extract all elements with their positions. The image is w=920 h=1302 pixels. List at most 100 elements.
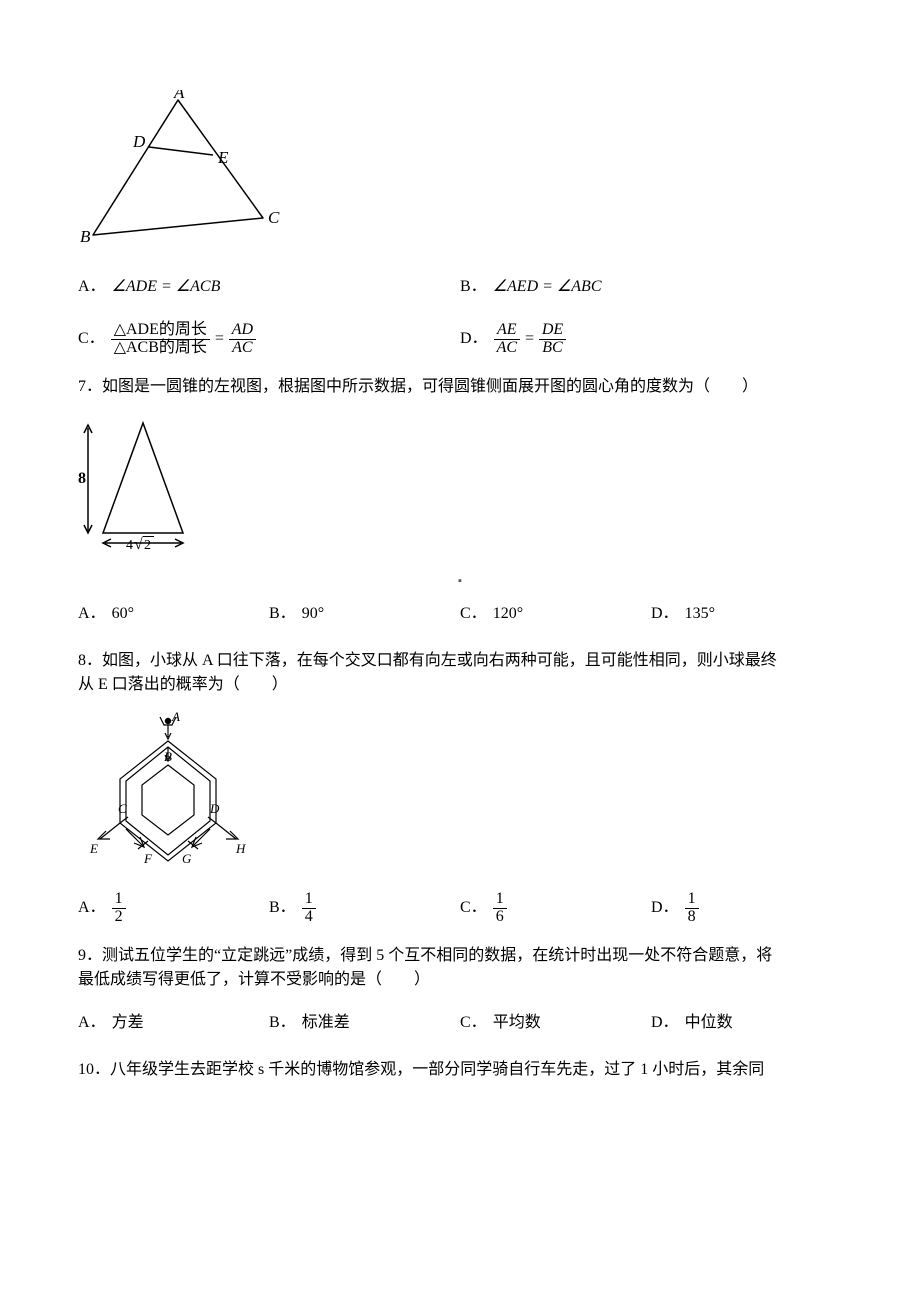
option-content: 120° (493, 602, 523, 626)
den: 4 (302, 908, 316, 926)
option-content: 标准差 (302, 1011, 350, 1035)
label-A: A (171, 711, 180, 724)
cone-left-view-svg: 8 4 √ 2 (78, 413, 208, 553)
q-number: 8． (78, 652, 102, 669)
option-label: A． (78, 1011, 106, 1035)
option-content: 方差 (112, 1011, 144, 1035)
num: DE (539, 322, 566, 339)
q8: 8．如图，小球从 A 口往下落，在每个交叉口都有向左或向右两种可能，且可能性相同… (78, 649, 842, 926)
q-number: 9． (78, 947, 102, 964)
option-content: 135° (685, 602, 715, 626)
fraction-left: AE AC (494, 322, 520, 357)
q6-option-c[interactable]: C． △ADE的周长 △ACB的周长 = AD AC (78, 322, 460, 357)
q7-option-b[interactable]: B． 90° (269, 597, 460, 631)
den: BC (539, 339, 566, 357)
q7-option-d[interactable]: D． 135° (651, 597, 842, 631)
fraction: 1 6 (493, 891, 507, 926)
galton-tree-svg: A B C D E F G H (78, 711, 258, 871)
option-label: B． (269, 896, 296, 920)
label-E: E (217, 148, 229, 167)
num: 1 (112, 891, 126, 908)
triangle-ade-svg: A B C D E (78, 90, 288, 250)
label-G: G (182, 851, 192, 866)
label-B: B (164, 749, 172, 764)
q9: 9．测试五位学生的“立定跳远”成绩，得到 5 个互不相同的数据，在统计时出现一处… (78, 944, 842, 1040)
fraction-left: △ADE的周长 △ACB的周长 (111, 322, 210, 357)
den: 6 (493, 908, 507, 926)
option-label: A． (78, 602, 106, 626)
q10: 10．八年级学生去距学校 s 千米的博物馆参观，一部分同学骑自行车先走，过了 1… (78, 1058, 842, 1082)
option-label: B． (269, 602, 296, 626)
num: 1 (685, 891, 699, 908)
q-body-1: 测试五位学生的“立定跳远”成绩，得到 5 个互不相同的数据，在统计时出现一处不符… (102, 947, 772, 964)
q-number: 7． (78, 378, 102, 395)
label-C: C (118, 801, 127, 816)
fraction-right: AD AC (229, 322, 256, 357)
q8-option-a[interactable]: A． 1 2 (78, 891, 269, 926)
q9-option-b[interactable]: B． 标准差 (269, 1006, 460, 1040)
svg-text:4: 4 (126, 538, 133, 553)
q-body: 八年级学生去距学校 s 千米的博物馆参观，一部分同学骑自行车先走，过了 1 小时… (110, 1061, 764, 1078)
den: AC (229, 339, 256, 357)
q6-option-a[interactable]: A． ∠ADE = ∠ACB (78, 270, 460, 304)
q-body: 如图是一圆锥的左视图，根据图中所示数据，可得圆锥侧面展开图的圆心角的度数为（ ） (102, 378, 758, 395)
q-body-1: 如图，小球从 A 口往下落，在每个交叉口都有向左或向右两种可能，且可能性相同，则… (102, 652, 777, 669)
q7-text: 7．如图是一圆锥的左视图，根据图中所示数据，可得圆锥侧面展开图的圆心角的度数为（… (78, 375, 842, 399)
svg-text:√: √ (134, 536, 143, 553)
q9-option-c[interactable]: C． 平均数 (460, 1006, 651, 1040)
option-label: A． (78, 275, 106, 299)
q6-option-d[interactable]: D． AE AC = DE BC (460, 322, 842, 357)
q7-option-c[interactable]: C． 120° (460, 597, 651, 631)
option-content: 90° (302, 602, 324, 626)
option-label: C． (460, 1011, 487, 1035)
option-label: D． (651, 602, 679, 626)
num: AD (229, 322, 256, 339)
q10-text: 10．八年级学生去距学校 s 千米的博物馆参观，一部分同学骑自行车先走，过了 1… (78, 1058, 842, 1082)
num: 1 (493, 891, 507, 908)
option-label: A． (78, 896, 106, 920)
q8-option-c[interactable]: C． 1 6 (460, 891, 651, 926)
q8-text: 8．如图，小球从 A 口往下落，在每个交叉口都有向左或向右两种可能，且可能性相同… (78, 649, 842, 697)
option-content: 中位数 (685, 1011, 733, 1035)
den: AC (494, 339, 520, 357)
option-label: D． (651, 1011, 679, 1035)
label-C: C (268, 208, 280, 227)
label-D: D (209, 801, 220, 816)
option-content: 60° (112, 602, 134, 626)
den: 8 (685, 908, 699, 926)
option-content: ∠AED = ∠ABC (493, 275, 602, 299)
svg-text:2: 2 (144, 538, 151, 553)
q-body-2: 从 E 口落出的概率为（ ） (78, 676, 288, 693)
option-content: ∠ADE = ∠ACB (112, 275, 221, 299)
q8-options: A． 1 2 B． 1 4 C． 1 6 (78, 891, 842, 926)
fraction: 1 2 (112, 891, 126, 926)
q9-text: 9．测试五位学生的“立定跳远”成绩，得到 5 个互不相同的数据，在统计时出现一处… (78, 944, 842, 992)
q8-option-b[interactable]: B． 1 4 (269, 891, 460, 926)
q8-figure: A B C D E F G H (78, 711, 842, 871)
q6-figure: A B C D E (78, 90, 842, 250)
label-D: D (132, 132, 146, 151)
exam-page: A B C D E A． ∠ADE = ∠ACB B． ∠AED = ∠ABC … (0, 0, 920, 1136)
q6-option-b[interactable]: B． ∠AED = ∠ABC (460, 270, 842, 304)
option-label: B． (269, 1011, 296, 1035)
label-A: A (173, 90, 185, 102)
q6-options-row2: C． △ADE的周长 △ACB的周长 = AD AC D． AE AC = DE… (78, 322, 842, 357)
option-label: B． (460, 275, 487, 299)
q9-options: A． 方差 B． 标准差 C． 平均数 D． 中位数 (78, 1006, 842, 1040)
q6-options: A． ∠ADE = ∠ACB B． ∠AED = ∠ABC (78, 270, 842, 304)
height-label: 8 (78, 470, 86, 487)
option-label: C． (460, 602, 487, 626)
option-label: C． (78, 327, 105, 351)
num: 1 (302, 891, 316, 908)
eq: = (214, 327, 225, 351)
center-dot: ▪ (78, 573, 842, 590)
q9-option-d[interactable]: D． 中位数 (651, 1006, 842, 1040)
q7-options: A． 60° B． 90° C． 120° D． 135° (78, 597, 842, 631)
label-F: F (143, 851, 153, 866)
fraction: 1 8 (685, 891, 699, 926)
q7-option-a[interactable]: A． 60° (78, 597, 269, 631)
q-number: 10． (78, 1061, 110, 1078)
q9-option-a[interactable]: A． 方差 (78, 1006, 269, 1040)
q8-option-d[interactable]: D． 1 8 (651, 891, 842, 926)
num: △ADE的周长 (114, 321, 207, 338)
